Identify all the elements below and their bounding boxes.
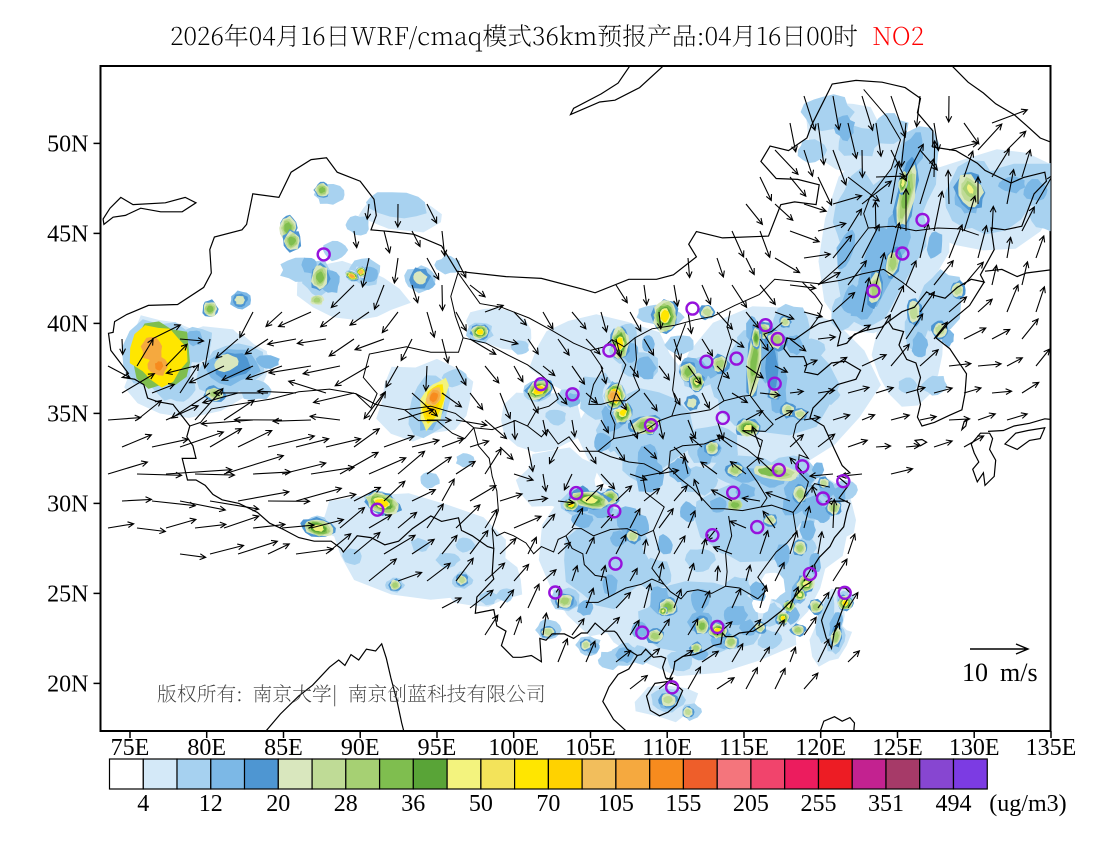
svg-text:155: 155 [665, 791, 701, 817]
svg-text:12: 12 [199, 791, 223, 817]
svg-text:95E: 95E [418, 735, 457, 761]
svg-text:120E: 120E [795, 735, 846, 761]
svg-text:105E: 105E [565, 735, 616, 761]
svg-text:30N: 30N [47, 491, 88, 517]
svg-text:10: 10 [962, 658, 988, 687]
svg-text:115E: 115E [719, 735, 769, 761]
svg-text:100E: 100E [488, 735, 539, 761]
svg-text:125E: 125E [872, 735, 923, 761]
svg-text:45N: 45N [47, 221, 88, 247]
svg-text:85E: 85E [264, 735, 303, 761]
svg-text:130E: 130E [949, 735, 1000, 761]
svg-text:255: 255 [801, 791, 837, 817]
svg-text:205: 205 [733, 791, 769, 817]
svg-text:35N: 35N [47, 401, 88, 427]
svg-text:494: 494 [936, 791, 972, 817]
svg-text:135E: 135E [1026, 735, 1077, 761]
svg-text:m/s: m/s [1000, 658, 1038, 687]
svg-text:351: 351 [868, 791, 904, 817]
svg-text:105: 105 [598, 791, 634, 817]
svg-text:(ug/m3): (ug/m3) [989, 791, 1066, 817]
svg-text:28: 28 [334, 791, 358, 817]
svg-text:20: 20 [266, 791, 290, 817]
svg-text:50N: 50N [47, 131, 88, 157]
svg-text:4: 4 [137, 791, 149, 817]
svg-text:50: 50 [469, 791, 493, 817]
svg-text:90E: 90E [341, 735, 380, 761]
svg-text:110E: 110E [642, 735, 692, 761]
svg-text:36: 36 [401, 791, 425, 817]
svg-text:40N: 40N [47, 311, 88, 337]
svg-text:25N: 25N [47, 581, 88, 607]
svg-text:75E: 75E [111, 735, 150, 761]
svg-text:20N: 20N [47, 671, 88, 697]
svg-text:80E: 80E [187, 735, 226, 761]
svg-text:70: 70 [536, 791, 560, 817]
